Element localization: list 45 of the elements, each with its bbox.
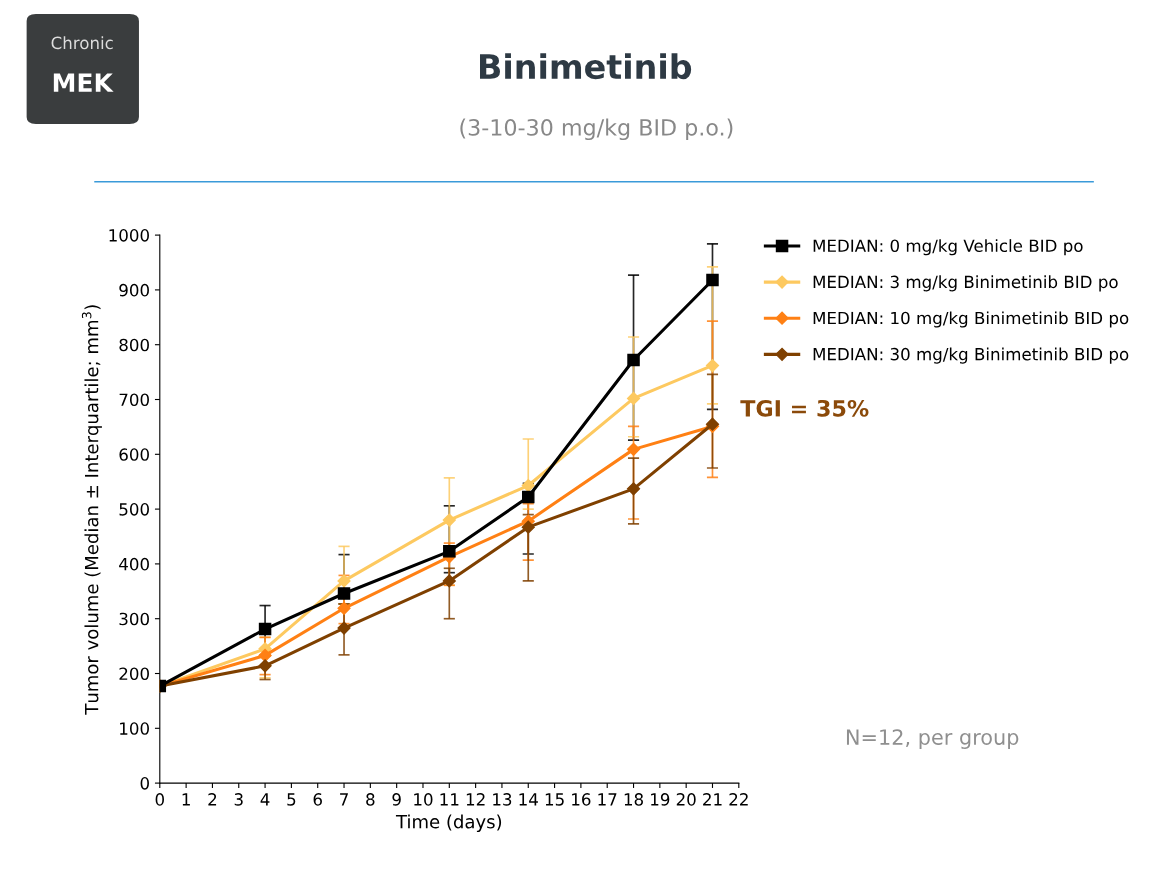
x-tick-label: 11 [440,793,459,806]
y-tick-label: 0 [140,777,149,790]
x-tick-label: 3 [234,793,243,806]
legend-label: MEDIAN: 3 mg/kg Binimetinib BID po [813,275,1118,292]
x-tick-label: 6 [313,793,322,806]
chart-subtitle: (3-10-30 mg/kg BID p.o.) [460,118,733,141]
y-tick-label: 500 [119,503,149,516]
legend-label: MEDIAN: 30 mg/kg Binimetinib BID po [813,347,1129,364]
x-tick-label: 15 [545,793,564,806]
y-tick-label: 400 [119,557,149,571]
x-tick-label: 4 [260,793,270,806]
y-tick-label: 100 [120,722,149,735]
chart-title: Binimetinib [480,53,692,80]
x-tick-label: 12 [466,793,485,806]
legend-label: MEDIAN: 0 mg/kg Vehicle BID po [813,239,1083,256]
x-tick-label: 8 [366,793,375,806]
annotation: TGI = 35% [740,399,869,417]
x-tick-label: 1 [182,793,190,806]
x-tick-label: 14 [519,793,538,806]
text: Chronic MEK [51,36,114,92]
text: N=12, per group [846,729,1019,749]
x-tick-label: 18 [624,793,643,806]
y-tick-label: 800 [119,338,149,352]
y-tick-label: 700 [119,393,149,407]
x-tick-label: 19 [651,793,670,806]
y-tick-label: 600 [119,448,149,461]
x-tick-label: 10 [414,793,433,806]
x-tick-label: 7 [340,793,348,806]
y-axis-title: Tumor volume (Median ± Interquartile; mm$^{3}$) [81,305,102,715]
x-tick-label: 13 [493,793,512,806]
x-tick-label: 5 [287,793,296,806]
y-tick-label: 200 [119,667,149,681]
x-tick-label: 9 [392,793,401,806]
y-tick-label: 300 [119,612,149,626]
y-tick-label: 900 [119,283,149,297]
x-tick-label: 17 [598,793,617,806]
x-tick-label: 20 [676,793,696,806]
x-axis-title: Time (days) [395,814,502,832]
x-tick-label: 16 [572,793,591,806]
x-tick-label: 2 [208,793,217,806]
x-tick-label: 22 [729,793,748,806]
x-tick-label: 0 [155,793,164,806]
legend-label: MEDIAN: 10 mg/kg Binimetinib BID po [813,311,1129,328]
x-tick-label: 21 [703,793,722,806]
y-tick-label: 1000 [109,229,149,242]
